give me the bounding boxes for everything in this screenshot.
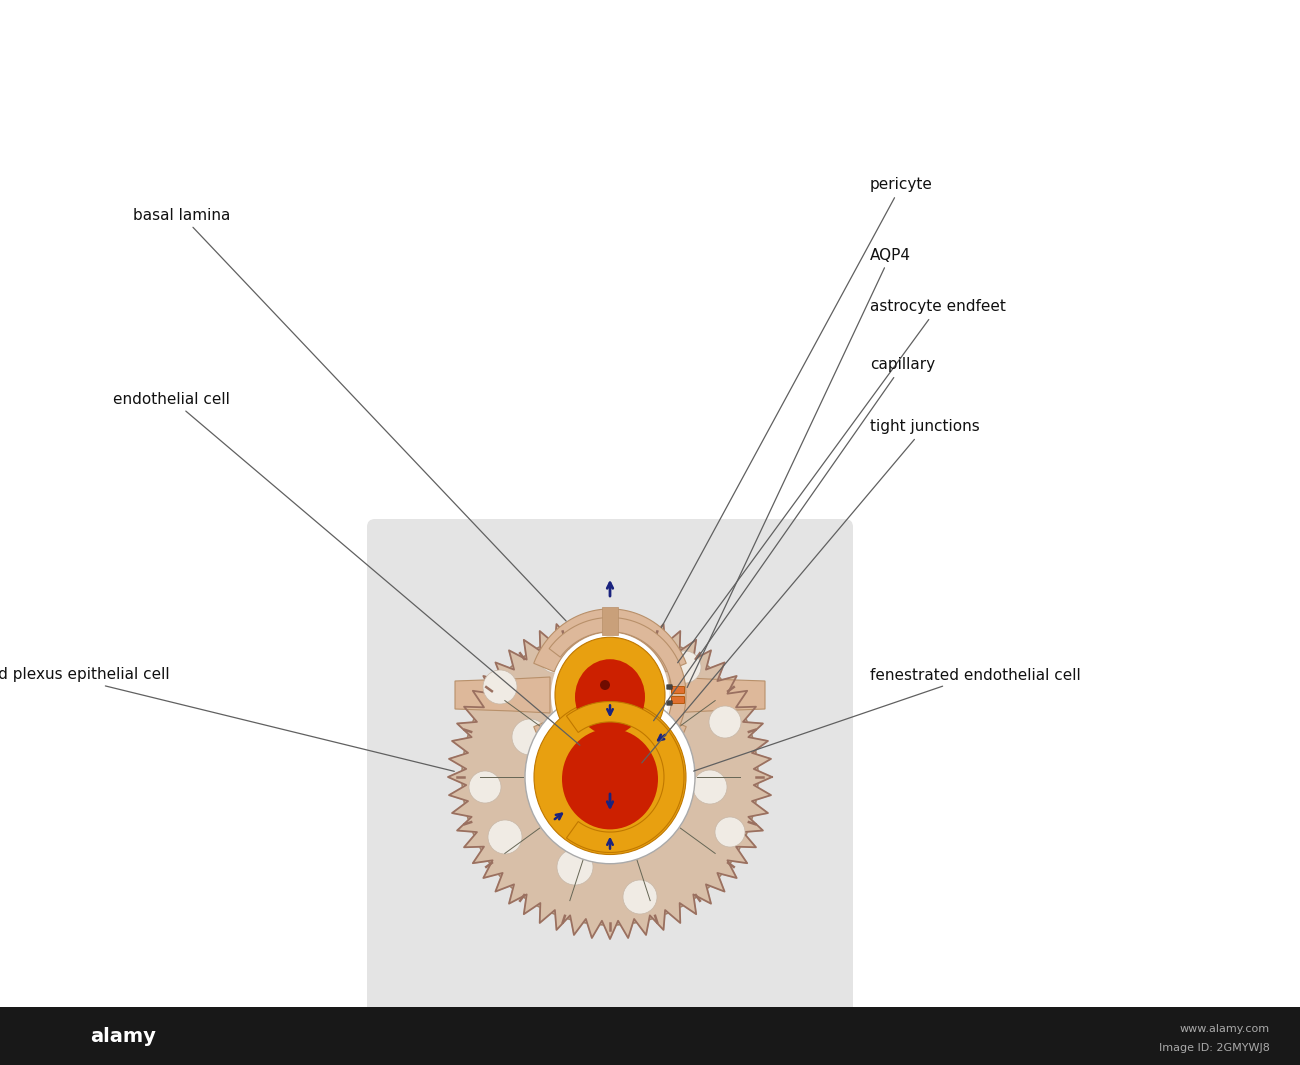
Text: pericyte: pericyte	[662, 178, 933, 627]
Polygon shape	[455, 677, 550, 712]
Ellipse shape	[693, 770, 727, 804]
FancyBboxPatch shape	[667, 701, 672, 705]
Ellipse shape	[601, 679, 610, 690]
Ellipse shape	[540, 641, 571, 673]
Text: capillary: capillary	[654, 358, 935, 721]
Ellipse shape	[556, 849, 593, 885]
FancyBboxPatch shape	[667, 685, 672, 689]
Bar	[0, 1007, 1300, 1065]
Text: alamy: alamy	[90, 1027, 156, 1046]
FancyBboxPatch shape	[367, 581, 853, 1018]
Ellipse shape	[647, 689, 682, 725]
Polygon shape	[602, 607, 617, 635]
Text: tight junctions: tight junctions	[642, 420, 980, 763]
Polygon shape	[567, 702, 684, 852]
FancyBboxPatch shape	[672, 687, 685, 693]
Polygon shape	[549, 618, 686, 772]
Ellipse shape	[623, 880, 656, 914]
Polygon shape	[534, 718, 686, 781]
Polygon shape	[448, 615, 772, 939]
Ellipse shape	[562, 728, 658, 830]
Ellipse shape	[484, 670, 517, 704]
Ellipse shape	[555, 637, 666, 753]
Text: astrocyte endfeet: astrocyte endfeet	[677, 299, 1006, 662]
Text: Image ID: 2GMYWJ8: Image ID: 2GMYWJ8	[1160, 1043, 1270, 1052]
Text: AQP4: AQP4	[688, 247, 911, 688]
Text: basal lamina: basal lamina	[133, 208, 566, 621]
Ellipse shape	[462, 629, 758, 925]
FancyBboxPatch shape	[672, 697, 685, 704]
Ellipse shape	[708, 706, 741, 738]
Ellipse shape	[715, 817, 745, 847]
Ellipse shape	[525, 690, 696, 864]
Ellipse shape	[534, 700, 686, 854]
Text: fenestrated endothelial cell: fenestrated endothelial cell	[694, 668, 1080, 771]
Ellipse shape	[488, 820, 523, 854]
Polygon shape	[534, 609, 686, 672]
Ellipse shape	[670, 651, 701, 683]
Polygon shape	[670, 677, 764, 712]
Ellipse shape	[551, 633, 670, 757]
Ellipse shape	[469, 771, 501, 803]
FancyBboxPatch shape	[367, 519, 853, 965]
Polygon shape	[602, 755, 617, 783]
Text: www.alamy.com: www.alamy.com	[1180, 1025, 1270, 1034]
Text: endothelial cell: endothelial cell	[113, 392, 580, 746]
Ellipse shape	[512, 719, 549, 755]
Ellipse shape	[575, 659, 645, 735]
Text: choroid plexus epithelial cell: choroid plexus epithelial cell	[0, 668, 454, 771]
Ellipse shape	[594, 643, 627, 675]
